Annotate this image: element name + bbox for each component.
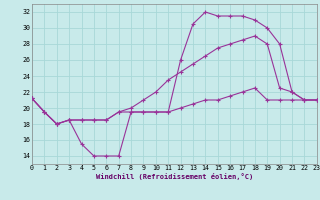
- X-axis label: Windchill (Refroidissement éolien,°C): Windchill (Refroidissement éolien,°C): [96, 173, 253, 180]
